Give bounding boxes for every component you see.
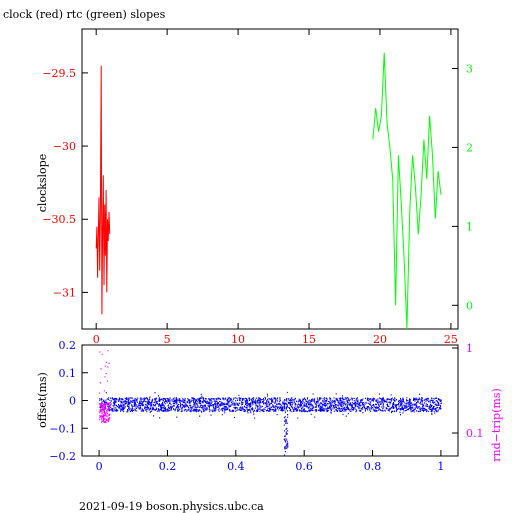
y-tick-label: −30 [53,140,76,153]
top-plot-frame [81,28,459,330]
clock-slope-line [95,65,111,315]
x-tick-label: 25 [444,333,458,346]
offset-points [99,391,442,456]
y-tick-label: −29.5 [42,67,76,80]
x-tick-label: 0.2 [159,460,177,473]
y-tick-label: 0 [69,395,76,408]
y-tick-label-right: 2 [466,141,473,154]
y-axis-label-right-bottom: rnd−trip(ms) [490,388,503,462]
x-tick-label: 0.4 [227,460,245,473]
x-tick-label: 1 [437,460,444,473]
y-tick-label-right: 1 [466,342,473,355]
footer-text: 2021-09-19 boson.physics.ubc.ca [79,500,264,513]
y-tick-label: 0.2 [59,339,77,352]
y-tick-label: −31 [53,286,76,299]
y-tick-label: −0.1 [49,422,76,435]
y-axis-label-bottom: offset(ms) [36,372,49,428]
x-tick-label: 0.6 [295,460,313,473]
x-tick-label: 0 [93,333,100,346]
y-tick-label: −30.5 [42,213,76,226]
x-tick-label: 5 [164,333,171,346]
round-trip-points [99,349,111,424]
y-tick-label: 0.1 [59,367,77,380]
y-tick-label-right: 3 [466,62,473,75]
rtc-slope-line [372,52,442,330]
x-tick-label: 15 [302,333,316,346]
x-tick-label: 10 [231,333,245,346]
y-axis-label-top: clockslope [36,154,49,212]
y-tick-label: −0.2 [49,450,76,463]
y-tick-label-right: 0.1 [466,427,484,440]
x-tick-label: 0 [96,460,103,473]
x-tick-label: 20 [373,333,387,346]
y-tick-label-right: 0 [466,299,473,312]
chart-title: clock (red) rtc (green) slopes [3,8,166,21]
y-tick-label-right: 1 [466,220,473,233]
x-tick-label: 0.8 [364,460,382,473]
